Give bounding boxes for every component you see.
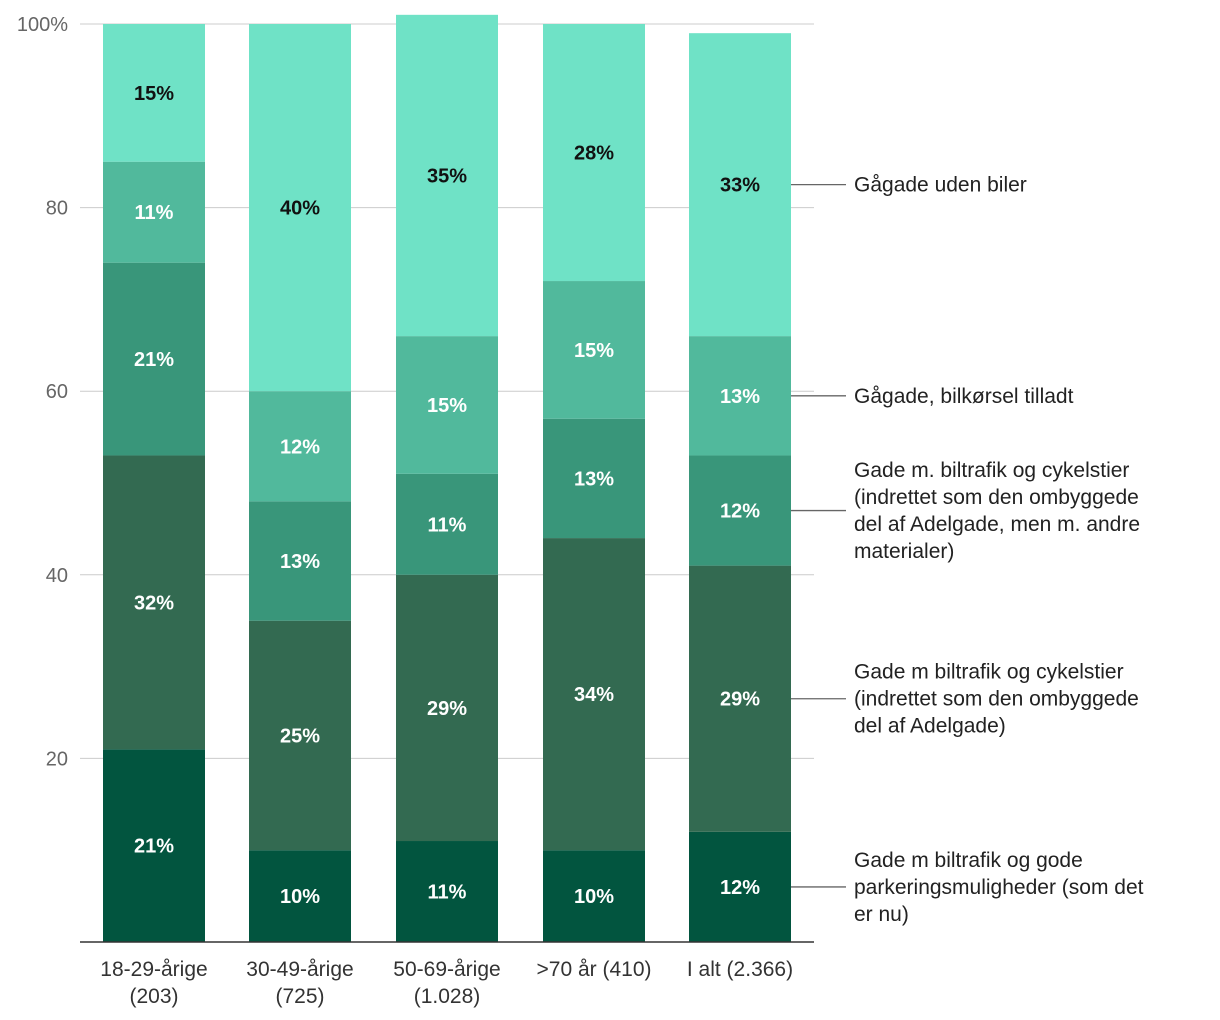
legend-entry: Gade m biltrafik og gode parkeringsmuligh… (854, 849, 1144, 926)
bar-segment (689, 565, 791, 832)
legend-entry: Gågade, bilkørsel tilladt (854, 385, 1074, 408)
segment-value-label: 13% (720, 386, 760, 408)
y-axis-ticks: 20 40 60 80 100% (17, 14, 68, 770)
y-tick-label: 60 (46, 381, 68, 403)
x-category-label: I alt (2.366) (687, 958, 793, 981)
y-tick-label: 40 (46, 565, 68, 587)
bar-segment (396, 14, 498, 337)
bar-segment (103, 749, 205, 942)
bar-segment (103, 262, 205, 456)
segment-value-label: 13% (574, 468, 614, 490)
bar-segment (543, 281, 645, 419)
bar-segment (396, 336, 498, 474)
bar-segment (543, 418, 645, 539)
legend-entry: Gade m. biltrafik og cykelstier (indrette… (854, 459, 1140, 563)
bar-segment (543, 850, 645, 942)
segment-value-label: 40% (280, 198, 320, 220)
segment-value-label: 34% (574, 684, 614, 706)
segment-value-label: 32% (134, 592, 174, 614)
bar-segment (103, 24, 205, 162)
segment-value-label: 12% (720, 877, 760, 899)
segment-value-label: 33% (720, 175, 760, 197)
bar-segment (103, 161, 205, 263)
segment-value-label: 21% (134, 349, 174, 371)
bar-segment (689, 455, 791, 566)
legend-entry: Gade m biltrafik og cykelstier (indrettet… (854, 661, 1139, 738)
segment-value-label: 29% (427, 698, 467, 720)
segment-value-label: 12% (280, 436, 320, 458)
segment-value-label: 21% (134, 836, 174, 858)
x-axis-categories: 18-29-årige (203) 30-49-årige (725) 50-69-år… (100, 958, 793, 1008)
bar-segment (249, 501, 351, 621)
x-category-label: 30-49-årige (725) (246, 958, 353, 1008)
bar-segment (249, 850, 351, 942)
segment-value-label: 11% (428, 882, 467, 904)
x-category-label: 50-69-årige (1.028) (393, 958, 500, 1008)
segment-value-label: 11% (428, 514, 467, 536)
segment-value-label: 12% (720, 501, 760, 523)
y-tick-label: 20 (46, 748, 68, 770)
y-tick-label: 100% (17, 14, 68, 36)
x-category-label: >70 år (410) (537, 958, 652, 981)
bars (103, 14, 791, 942)
bar-segment (689, 33, 791, 337)
segment-value-label: 25% (280, 725, 320, 747)
x-category-label: 18-29-årige (203) (100, 958, 207, 1008)
segment-value-label: 10% (280, 886, 320, 908)
segment-value-label: 11% (135, 202, 174, 224)
segment-value-label: 29% (720, 689, 760, 711)
bar-segment (396, 574, 498, 842)
bar-segment (543, 538, 645, 851)
bar-segment (249, 391, 351, 502)
bar-segment (249, 620, 351, 851)
legend: Gade m biltrafik og gode parkeringsmuligh… (791, 174, 1144, 926)
bar-segment (103, 455, 205, 750)
bar-segment (689, 336, 791, 456)
segment-value-label: 15% (427, 395, 467, 417)
bar-segment (396, 841, 498, 942)
segment-value-label: 10% (574, 886, 614, 908)
segment-value-label: 28% (574, 143, 614, 165)
segment-value-label: 15% (574, 340, 614, 362)
y-tick-label: 80 (46, 198, 68, 220)
segment-labels: 21% 10% 11% 10% 12% 32% 25% 29% 34% 29% 21% 13% 11% 1… (134, 83, 760, 908)
bar-segment (396, 473, 498, 575)
legend-entry: Gågade uden biler (854, 174, 1027, 197)
segment-value-label: 15% (134, 83, 174, 105)
segment-value-label: 13% (280, 551, 320, 573)
bar-segment (689, 831, 791, 942)
bar-segment (543, 24, 645, 282)
segment-value-label: 35% (427, 165, 467, 187)
bar-segment (249, 24, 351, 392)
